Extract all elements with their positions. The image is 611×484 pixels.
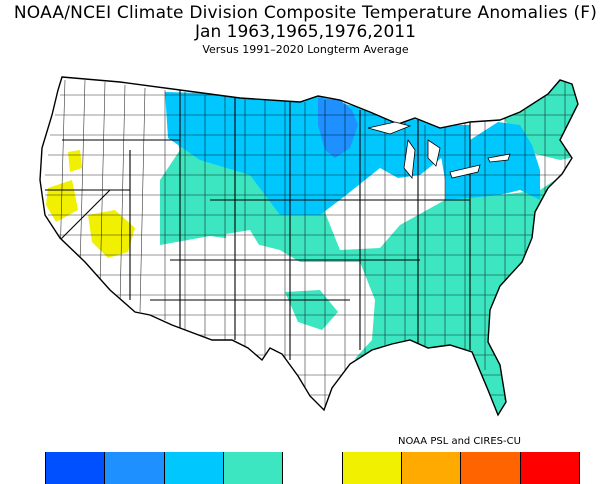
map-title: NOAA/NCEI Climate Division Composite Tem… bbox=[13, 3, 598, 23]
lake-michigan-icon bbox=[403, 138, 416, 180]
legend-swatch bbox=[519, 452, 580, 484]
lake-ontario-icon bbox=[487, 153, 511, 163]
legend-swatch bbox=[460, 452, 520, 484]
map-subtitle: Jan 1963,1965,1976,2011 bbox=[195, 22, 416, 42]
legend-swatch bbox=[163, 452, 223, 484]
baseline-note: Versus 1991–2020 Longterm Average bbox=[202, 43, 409, 56]
color-legend bbox=[45, 452, 580, 484]
legend-swatch bbox=[45, 452, 105, 484]
data-credit: NOAA PSL and CIRES-CU bbox=[398, 436, 521, 447]
legend-swatch bbox=[400, 452, 461, 484]
legend-swatch bbox=[341, 452, 401, 484]
legend-swatch bbox=[222, 452, 283, 484]
legend-swatch bbox=[282, 452, 342, 484]
lake-superior-icon bbox=[367, 121, 412, 135]
lake-erie-icon bbox=[449, 164, 481, 179]
lake-huron-icon bbox=[427, 139, 441, 167]
legend-swatch bbox=[104, 452, 164, 484]
